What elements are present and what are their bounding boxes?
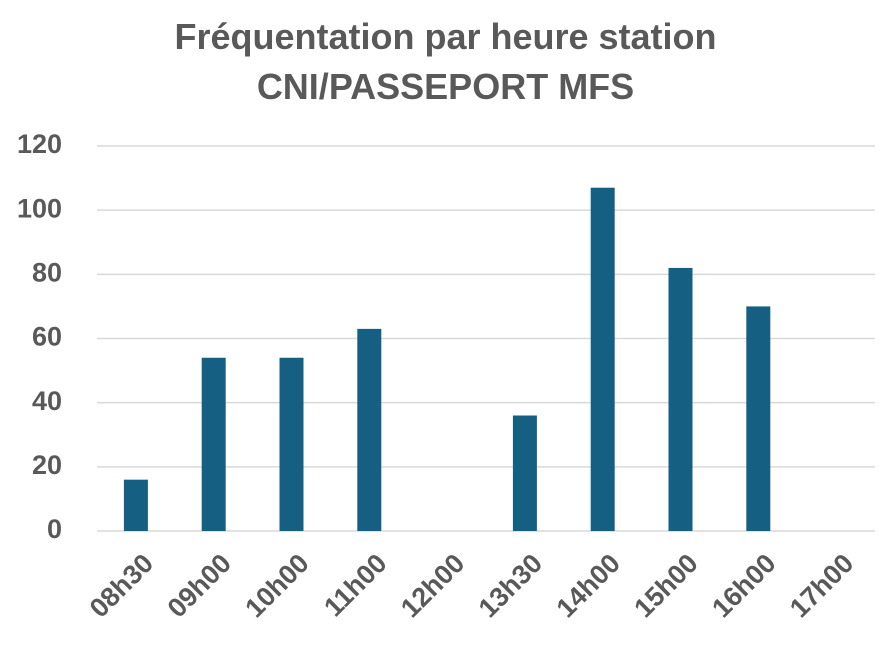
bar — [512, 415, 537, 531]
bar — [123, 479, 148, 531]
y-tick-label: 100 — [17, 193, 62, 223]
x-tick-label: 09h00 — [162, 548, 237, 623]
y-tick-label: 80 — [32, 257, 62, 287]
x-tick-label: 13h30 — [473, 548, 548, 623]
x-tick-label: 17h00 — [784, 548, 859, 623]
x-tick-label: 11h00 — [318, 548, 392, 622]
x-tick-label: 12h00 — [395, 548, 470, 623]
bar — [357, 328, 382, 531]
y-tick-label: 60 — [32, 322, 62, 352]
bar — [668, 267, 693, 531]
bar — [590, 187, 615, 532]
bar — [201, 357, 226, 531]
title-box: Fréquentation par heure station CNI/PASS… — [0, 12, 891, 112]
bar — [279, 357, 304, 531]
x-tick-label: 08h30 — [84, 548, 159, 623]
chart-title: Fréquentation par heure station CNI/PASS… — [174, 16, 717, 107]
x-tick-label: 15h00 — [628, 548, 703, 623]
x-tick-label: 14h00 — [551, 548, 626, 623]
x-tick-label: 10h00 — [239, 548, 314, 623]
y-tick-label: 40 — [32, 386, 62, 416]
bar — [746, 306, 771, 531]
y-tick-label: 0 — [47, 514, 62, 544]
x-tick-label: 16h00 — [706, 548, 781, 623]
y-tick-label: 120 — [17, 129, 62, 159]
y-tick-label: 20 — [32, 450, 62, 480]
